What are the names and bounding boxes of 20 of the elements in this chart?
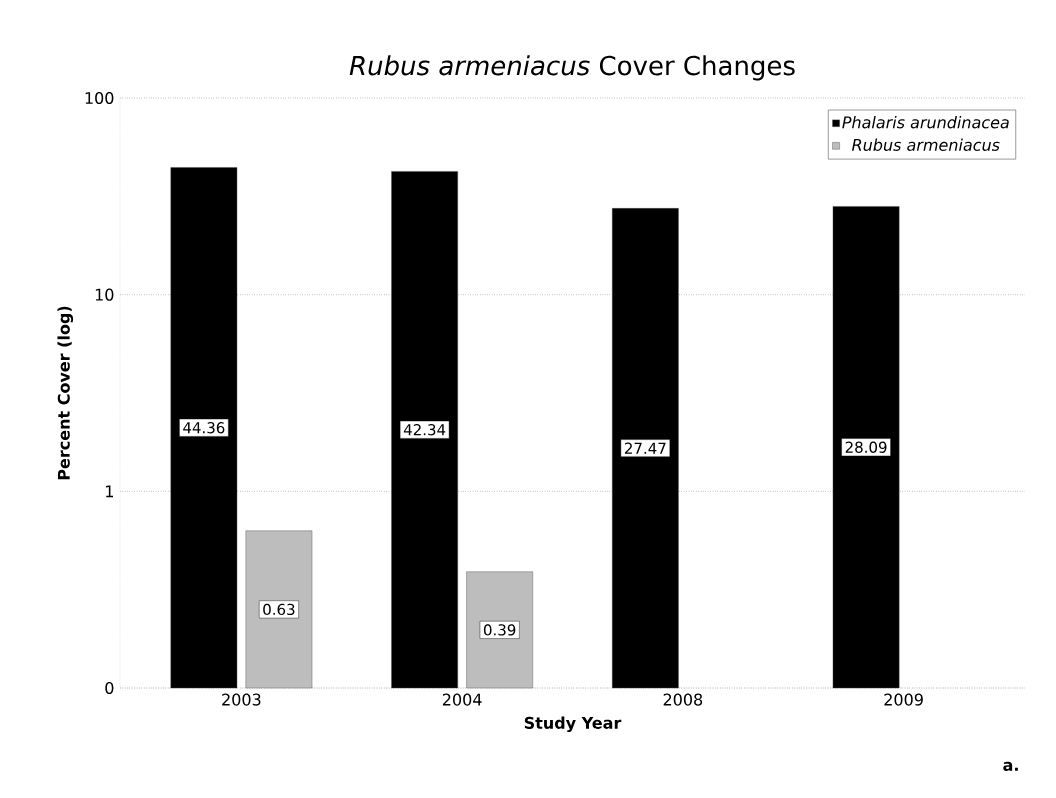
legend-label: Phalaris arundinacea (842, 116, 1009, 129)
y-tick-label: 0 (105, 681, 114, 695)
legend-label: Rubus armeniacus (851, 138, 1000, 151)
x-tick-label: 2009 (884, 693, 923, 706)
data-label: 28.09 (845, 441, 887, 453)
y-axis-title: Percent Cover (log) (57, 306, 74, 480)
x-axis-title: Study Year (524, 716, 622, 733)
x-tick-label: 2008 (663, 693, 703, 706)
x-tick-label: 2004 (442, 693, 482, 706)
data-label: 44.36 (183, 422, 225, 434)
y-tick-label: 10 (95, 288, 114, 301)
data-label: 0.39 (483, 624, 516, 636)
data-label: 27.47 (624, 442, 666, 454)
chart-title: Rubus armeniacus Cover Changes (349, 55, 795, 81)
y-tick-label: 1 (106, 485, 113, 498)
data-label: 42.34 (403, 424, 446, 436)
x-tick-label: 2003 (222, 693, 261, 706)
y-tick-label: 100 (85, 91, 114, 105)
text: a. (1003, 761, 1018, 771)
data-label: 0.63 (263, 603, 295, 616)
